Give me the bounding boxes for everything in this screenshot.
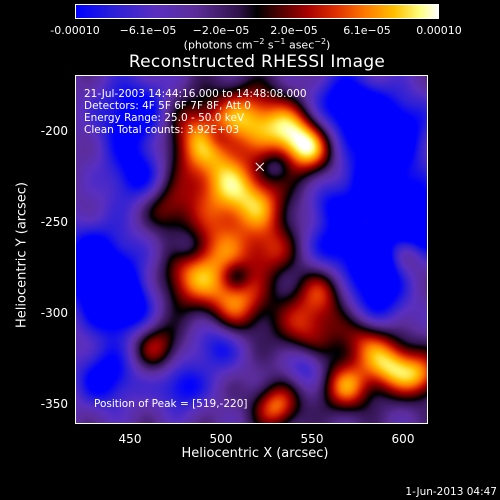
x-tick-label: 550	[300, 432, 324, 446]
x-tick-label: 450	[118, 432, 142, 446]
colorbar-tick: 0.00010	[416, 24, 462, 37]
y-tick-label: -200	[40, 124, 68, 138]
colorbar-tick: -0.00010	[50, 24, 100, 37]
chart-title: Reconstructed RHESSI Image	[128, 52, 386, 72]
x-tick-label: 600	[391, 432, 415, 446]
peak-marker	[255, 162, 265, 172]
colorbar-tick: −6.1e−05	[119, 24, 177, 37]
colorbar-tick: 6.1e−05	[343, 24, 391, 37]
peak-position-text: Position of Peak = [519,-220]	[94, 398, 248, 410]
x-tick-label: 500	[209, 432, 233, 446]
colorbar	[75, 4, 439, 19]
peak-marker-layer	[255, 162, 265, 172]
detectors-text: Detectors: 4F 5F 6F 7F 8F, Att 0	[84, 100, 251, 112]
clean-counts-text: Clean Total counts: 3.92E+03	[84, 124, 240, 136]
y-tick-label: -350	[40, 397, 68, 411]
y-tick-label: -300	[40, 306, 68, 320]
y-tick-label: -250	[40, 215, 68, 229]
colorbar-tick: 2.0e−05	[270, 24, 318, 37]
y-axis-label: Heliocentric Y (arcsec)	[14, 182, 30, 328]
colorbar-tick: −2.0e−05	[192, 24, 250, 37]
energy-range-text: Energy Range: 25.0 - 50.0 keV	[84, 112, 245, 124]
colorbar-unit: (photons cm−2 s−1 asec−2)	[183, 37, 331, 52]
x-axis-label: Heliocentric X (arcsec)	[181, 446, 329, 461]
heatmap-image	[76, 76, 427, 423]
footer-date: 1-Jun-2013 04:47	[405, 486, 497, 498]
time-range-text: 21-Jul-2003 14:44:16.000 to 14:48:08.000	[84, 88, 307, 100]
peak-marker-stroke	[255, 162, 265, 172]
plot-area: 21-Jul-2003 14:44:16.000 to 14:48:08.000…	[75, 75, 428, 424]
